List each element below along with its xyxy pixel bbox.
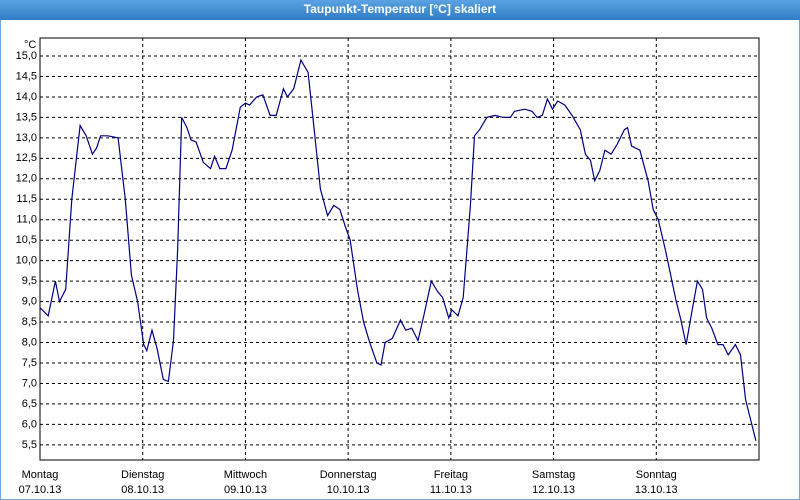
y-tick-label: 10,5: [16, 234, 37, 246]
y-tick-label: 12,0: [16, 173, 37, 185]
title-bar: [0, 0, 800, 20]
x-tick-date: 11.10.13: [430, 484, 472, 496]
x-tick-label: Freitag: [434, 469, 468, 481]
x-tick-label: Dienstag: [121, 469, 164, 481]
y-tick-label: 13,5: [16, 111, 37, 123]
y-tick-label: 9,0: [22, 296, 37, 308]
y-tick-label: 6,0: [22, 418, 37, 430]
y-tick-label: 15,0: [16, 50, 37, 62]
y-tick-label: 5,5: [22, 439, 37, 451]
x-tick-date: 09.10.13: [224, 484, 267, 496]
x-tick-label: Montag: [22, 469, 59, 481]
x-tick-date: 07.10.13: [19, 484, 62, 496]
x-tick-label: Mittwoch: [224, 469, 267, 481]
y-tick-label: 11,0: [16, 214, 37, 226]
y-tick-label: 6,5: [22, 398, 37, 410]
y-tick-label: 8,5: [22, 316, 37, 328]
x-tick-date: 10.10.13: [327, 484, 370, 496]
x-tick-label: Sonntag: [636, 469, 677, 481]
y-tick-label: 14,0: [16, 91, 37, 103]
plot-area: [39, 37, 760, 461]
chart-title: Taupunkt-Temperatur [°C] skaliert: [304, 2, 496, 16]
data-line: [39, 58, 757, 441]
x-tick-date: 08.10.13: [121, 484, 164, 496]
y-tick-label: 13,0: [16, 132, 37, 144]
y-tick-label: 14,5: [16, 70, 37, 82]
x-tick-label: Donnerstag: [320, 469, 377, 481]
x-tick-label: Samstag: [532, 469, 575, 481]
x-tick-date: 13.10.13: [635, 484, 678, 496]
y-tick-label: 8,0: [22, 336, 37, 348]
y-unit: °C: [24, 39, 36, 51]
y-tick-label: 10,0: [16, 255, 37, 267]
y-tick-label: 9,5: [22, 275, 37, 287]
x-tick-date: 12.10.13: [532, 484, 575, 496]
y-tick-label: 7,0: [22, 377, 37, 389]
y-tick-label: 7,5: [22, 357, 37, 369]
y-tick-label: 12,5: [16, 152, 37, 164]
y-tick-label: 11,5: [16, 193, 37, 205]
